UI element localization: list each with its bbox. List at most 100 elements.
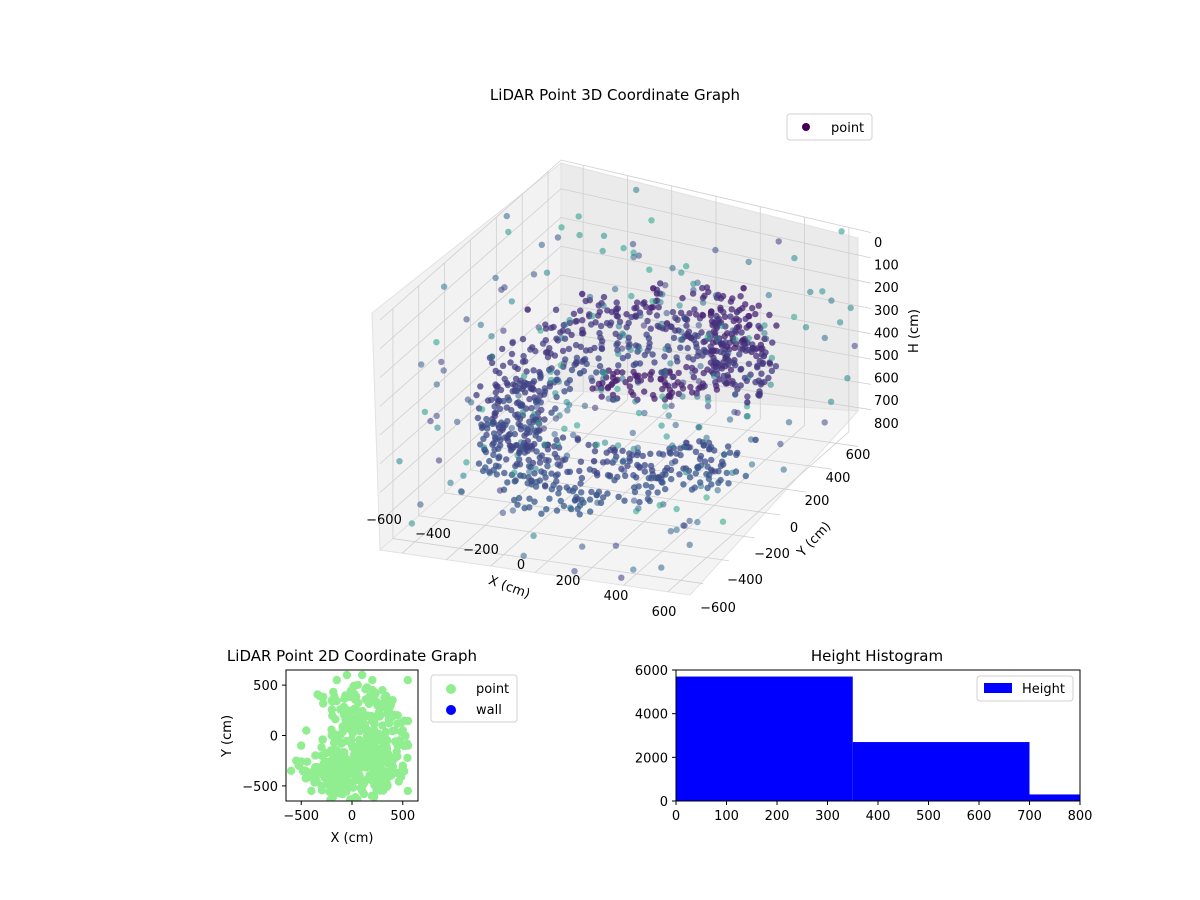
point-3d-outlier bbox=[589, 312, 596, 320]
x-tick-hist: 0 bbox=[672, 809, 680, 824]
point-3d bbox=[507, 359, 514, 366]
z-tick-3d: 700 bbox=[874, 394, 899, 409]
point-3d bbox=[588, 488, 595, 496]
point-3d bbox=[553, 507, 561, 514]
point-3d bbox=[717, 304, 724, 311]
point-3d-outlier bbox=[520, 552, 527, 559]
point-3d-outlier bbox=[694, 518, 701, 526]
point-3d-outlier bbox=[695, 424, 702, 431]
point-3d bbox=[626, 457, 633, 465]
point-3d-outlier bbox=[777, 440, 784, 448]
point-3d bbox=[480, 435, 487, 442]
point-3d-outlier bbox=[785, 419, 793, 426]
point-3d bbox=[721, 313, 729, 320]
point-3d bbox=[753, 352, 760, 360]
point-3d bbox=[475, 460, 483, 467]
point-3d-outlier bbox=[765, 291, 772, 299]
plot2d-legend-wall: wall bbox=[476, 703, 502, 718]
x-tick-hist: 500 bbox=[916, 809, 941, 824]
point-3d-outlier bbox=[630, 249, 637, 256]
point-3d bbox=[725, 358, 733, 365]
point-3d bbox=[579, 358, 586, 365]
point-3d bbox=[624, 352, 632, 360]
point-3d bbox=[724, 443, 732, 450]
point-3d-outlier bbox=[703, 434, 710, 441]
point-2d-sample bbox=[398, 761, 407, 770]
point-3d bbox=[608, 381, 615, 388]
point-3d bbox=[519, 335, 527, 343]
point-3d bbox=[593, 491, 601, 499]
point-3d-outlier bbox=[629, 429, 636, 437]
point-3d-outlier bbox=[821, 419, 828, 426]
point-3d-outlier bbox=[447, 479, 454, 486]
point-3d bbox=[591, 448, 599, 455]
point-3d bbox=[653, 312, 661, 319]
point-3d bbox=[645, 489, 652, 496]
point-3d bbox=[526, 495, 533, 502]
point-3d bbox=[538, 452, 545, 459]
point-3d bbox=[564, 468, 571, 476]
point-3d bbox=[582, 297, 589, 305]
point-3d-outlier bbox=[566, 316, 573, 324]
point-3d-outlier bbox=[480, 444, 488, 451]
x-tick-3d: 200 bbox=[556, 574, 581, 589]
point-3d bbox=[520, 383, 528, 390]
point-3d bbox=[647, 325, 654, 332]
point-3d bbox=[636, 464, 643, 471]
point-3d bbox=[755, 302, 762, 309]
point-3d bbox=[499, 345, 506, 353]
point-3d-outlier bbox=[421, 408, 429, 416]
y-tick-3d: −200 bbox=[754, 547, 790, 562]
point-3d-outlier bbox=[561, 425, 568, 432]
point-2d bbox=[317, 743, 326, 752]
point-3d bbox=[600, 293, 608, 301]
point-3d-outlier bbox=[667, 528, 674, 535]
point-3d bbox=[633, 474, 640, 481]
x-tick-3d: 0 bbox=[517, 558, 525, 573]
point-2d-sample bbox=[403, 786, 412, 796]
point-3d bbox=[559, 327, 567, 334]
point-3d-outlier bbox=[530, 532, 537, 539]
point-3d bbox=[683, 363, 690, 371]
point-2d bbox=[355, 735, 364, 745]
point-2d bbox=[303, 757, 312, 766]
point-3d bbox=[493, 471, 500, 478]
point-3d bbox=[555, 490, 562, 497]
point-2d-sample bbox=[398, 726, 407, 735]
hist-bar bbox=[852, 742, 1030, 801]
point-3d-outlier bbox=[558, 224, 565, 231]
point-3d-outlier bbox=[434, 424, 441, 431]
point-3d bbox=[598, 393, 605, 400]
point-3d-outlier bbox=[557, 362, 565, 369]
point-3d bbox=[501, 469, 508, 477]
point-3d bbox=[645, 344, 653, 351]
point-3d bbox=[632, 312, 639, 319]
point-3d bbox=[530, 378, 538, 385]
point-3d bbox=[593, 369, 600, 376]
point-3d-outlier bbox=[681, 314, 688, 321]
point-2d-sample bbox=[388, 756, 397, 765]
point-3d bbox=[745, 360, 753, 368]
point-3d bbox=[504, 418, 511, 425]
point-3d-outlier bbox=[574, 496, 581, 503]
point-3d bbox=[489, 441, 496, 448]
point-3d bbox=[596, 362, 604, 370]
point-3d bbox=[586, 496, 594, 503]
point-2d bbox=[355, 724, 365, 733]
point-2d bbox=[355, 752, 365, 762]
point-3d-outlier bbox=[687, 444, 694, 451]
point-3d bbox=[614, 305, 622, 312]
plot2d-legend: point wall bbox=[430, 674, 518, 723]
point-3d-outlier bbox=[761, 322, 768, 329]
point-3d bbox=[736, 351, 743, 358]
point-3d bbox=[636, 498, 643, 506]
point-3d bbox=[733, 451, 740, 458]
plot2d: LiDAR Point 2D Coordinate Graph −500 0 500… bbox=[220, 647, 518, 846]
point-3d-outlier bbox=[669, 264, 676, 272]
hist-bars bbox=[676, 676, 1080, 801]
point-3d-outlier bbox=[703, 494, 710, 501]
point-3d-sample bbox=[576, 370, 584, 377]
point-3d bbox=[721, 378, 728, 385]
point-3d-outlier bbox=[573, 422, 581, 429]
point-3d bbox=[495, 434, 503, 441]
